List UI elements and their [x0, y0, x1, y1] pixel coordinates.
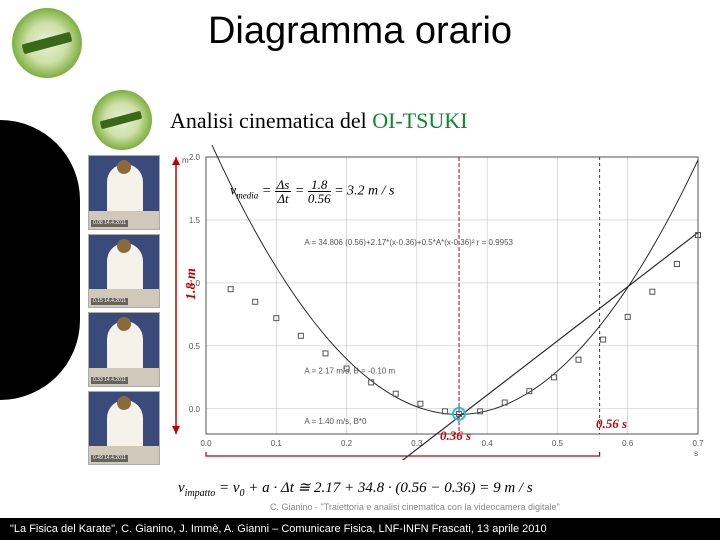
thumb-ts-2: 0.15 14.4.2011	[91, 298, 128, 305]
svg-text:0.0: 0.0	[189, 405, 201, 414]
y-span-label: 1.8 m	[184, 268, 200, 300]
annotation-036s: 0.36 s	[440, 428, 471, 444]
svg-text:0.5: 0.5	[189, 342, 201, 351]
svg-text:0.0: 0.0	[200, 439, 212, 448]
black-half-disc	[0, 120, 80, 400]
thumbnail-1: 0.08 14.4.2011	[88, 155, 160, 230]
subtitle: Analisi cinematica del OI-TSUKI	[170, 108, 468, 134]
page-title: Diagramma orario	[0, 10, 720, 53]
svg-text:0.5: 0.5	[552, 439, 564, 448]
thumb-ts-1: 0.08 14.4.2011	[91, 220, 128, 227]
thumbnail-2: 0.15 14.4.2011	[88, 234, 160, 309]
svg-text:A = 2.17 m/s, B = -0.10 m: A = 2.17 m/s, B = -0.10 m	[304, 367, 395, 376]
svg-text:2.0: 2.0	[189, 153, 201, 162]
footer-bar: "La Fisica del Karate", C. Gianino, J. I…	[0, 518, 720, 540]
svg-text:0.7: 0.7	[692, 439, 704, 448]
svg-text:s: s	[694, 449, 698, 458]
subtitle-prefix: Analisi cinematica del	[170, 108, 372, 133]
impact-velocity-equation: vimpatto = v0 + a · Δt ≅ 2.17 + 34.8 · (…	[178, 478, 533, 499]
thumbnail-3: 0.33 14.4.2011	[88, 312, 160, 387]
svg-text:1.5: 1.5	[189, 216, 201, 225]
logo-inset	[92, 90, 152, 150]
thumb-ts-3: 0.33 14.4.2011	[91, 377, 128, 384]
annotation-056s: 0.56 s	[596, 416, 627, 432]
svg-text:0.2: 0.2	[341, 439, 353, 448]
velocity-mean-equation: vmedia = ΔsΔt = 1.80.56 = 3.2 m / s	[230, 178, 394, 205]
video-thumbnails: 0.08 14.4.2011 0.15 14.4.2011 0.33 14.4.…	[88, 155, 160, 465]
subtitle-highlight: OI-TSUKI	[372, 108, 467, 133]
svg-text:m: m	[182, 156, 189, 165]
footer-text: "La Fisica del Karate", C. Gianino, J. I…	[10, 523, 547, 535]
chart-credit: C. Gianino - "Traiettoria e analisi cine…	[270, 502, 560, 512]
thumb-ts-4: 0.49 14.4.2011	[91, 455, 128, 462]
svg-text:0.1: 0.1	[271, 439, 283, 448]
thumbnail-4: 0.49 14.4.2011	[88, 391, 160, 466]
svg-text:A = 34.806 (0.56)+2.17*(x-0.: A = 34.806 (0.56)+2.17*(x-0.36)+0.5*A*(x…	[304, 238, 513, 247]
svg-text:0.3: 0.3	[411, 439, 423, 448]
svg-text:0.6: 0.6	[622, 439, 634, 448]
svg-text:A = 1.40 m/s, B*0: A = 1.40 m/s, B*0	[304, 417, 367, 426]
svg-text:0.4: 0.4	[482, 439, 494, 448]
